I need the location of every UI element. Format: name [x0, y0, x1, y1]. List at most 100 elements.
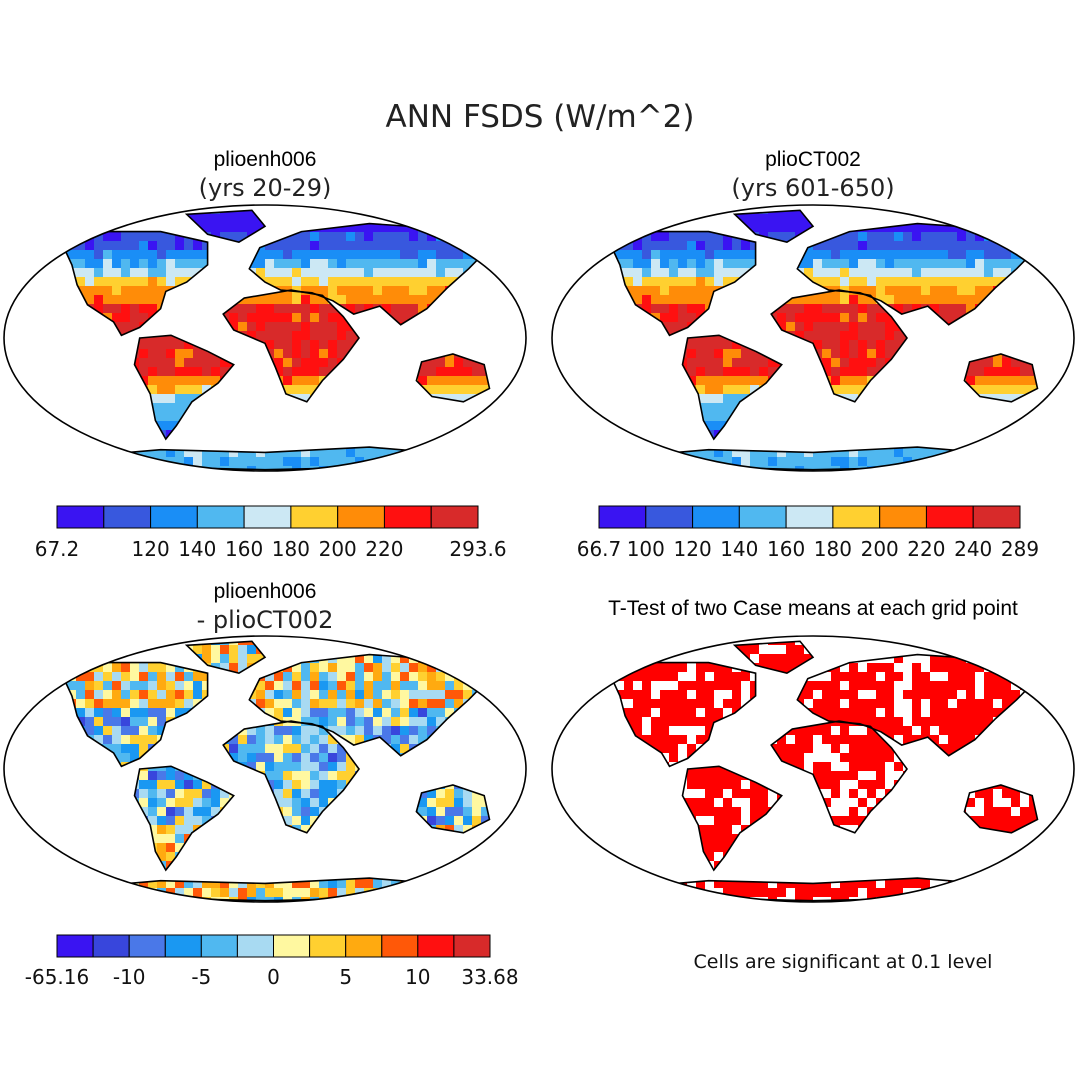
colorbar-label: -10	[113, 965, 146, 989]
colorbar-label: 67.2	[35, 537, 80, 561]
colorbar-label: 293.6	[449, 537, 506, 561]
map-border	[3, 635, 527, 903]
colorbar-swatch	[103, 505, 152, 529]
panel-subtitle: (yrs 601-650)	[731, 174, 894, 202]
coastline-africa	[222, 720, 360, 834]
colorbar-swatch	[453, 934, 491, 958]
colorbar-label: 240	[954, 537, 992, 561]
colorbar: 67.2 120 140 160 180 200 220 293.6	[35, 505, 507, 561]
colorbar: 66.7 100 120 140 160 180 200 220 240 289	[577, 505, 1039, 561]
coastline-greenland	[732, 640, 815, 675]
map-ttest	[552, 636, 1074, 902]
colorbar-swatch	[738, 505, 787, 529]
coastline-greenland	[732, 209, 815, 244]
colorbar-swatch	[196, 505, 245, 529]
colorbar-label: 160	[767, 537, 805, 561]
colorbar-label: 160	[225, 537, 263, 561]
map-border	[3, 204, 527, 472]
map-case2	[552, 205, 1074, 471]
colorbar-swatch	[243, 505, 292, 529]
colorbar-swatch	[164, 934, 202, 958]
colorbar-swatch	[972, 505, 1021, 529]
colorbar-label: 200	[319, 537, 357, 561]
colorbar-label: 100	[627, 537, 665, 561]
colorbar-swatch	[309, 934, 347, 958]
coastline-namerica	[608, 661, 757, 768]
panel-ttest: T-Test of two Case means at each grid po…	[551, 597, 1075, 973]
colorbar-swatch	[345, 934, 383, 958]
coastline-samerica	[681, 334, 783, 441]
panel-title: plioenh006	[214, 148, 317, 171]
colorbar-label: 33.68	[461, 965, 518, 989]
coastline-samerica	[681, 765, 783, 872]
significance-note: Cells are significant at 0.1 level	[694, 951, 993, 973]
colorbar-label: 220	[907, 537, 945, 561]
colorbar-swatch	[417, 934, 455, 958]
colorbar-label: 5	[339, 965, 352, 989]
colorbar-swatch	[56, 505, 105, 529]
coastline-africa	[770, 289, 908, 403]
panel-case1: plioenh006 (yrs 20-29) 67.2 120 140 160 180 200…	[3, 148, 527, 561]
coastline-australia	[963, 353, 1039, 403]
coastline-namerica	[608, 230, 757, 337]
colorbar-label: 10	[405, 965, 430, 989]
coastline-samerica	[133, 334, 235, 441]
colorbar-swatch	[381, 934, 419, 958]
coastline-australia	[415, 784, 491, 834]
colorbar-label: 140	[178, 537, 216, 561]
colorbar-swatch	[150, 505, 198, 529]
coastline-africa	[222, 289, 360, 403]
colorbar-swatch	[128, 934, 166, 958]
colorbar-swatch	[92, 934, 130, 958]
colorbar-label: 140	[720, 537, 758, 561]
coastline-namerica	[60, 230, 209, 337]
colorbar-label: -5	[191, 965, 211, 989]
panel-subtitle: - plioCT002	[197, 606, 334, 634]
colorbar-swatch	[383, 505, 432, 529]
colorbar-swatch	[645, 505, 694, 529]
colorbar-swatch	[430, 505, 479, 529]
panel-title: plioenh006	[214, 580, 317, 603]
coastline-australia	[963, 784, 1039, 834]
colorbar-label: -65.16	[25, 965, 89, 989]
colorbar-label: 120	[132, 537, 170, 561]
coastline-australia	[415, 353, 491, 403]
figure-title: ANN FSDS (W/m^2)	[386, 99, 695, 135]
colorbar-label: 220	[365, 537, 403, 561]
colorbar-swatch	[56, 934, 94, 958]
colorbar-label: 200	[861, 537, 899, 561]
coastline-africa	[770, 720, 908, 834]
colorbar-swatch	[832, 505, 881, 529]
map-case1	[4, 205, 526, 471]
colorbar-label: 120	[674, 537, 712, 561]
coastline-namerica	[60, 661, 209, 768]
colorbar-swatch	[925, 505, 974, 529]
colorbar-label: 66.7	[577, 537, 622, 561]
colorbar-label: 0	[267, 965, 280, 989]
coastline-greenland	[184, 640, 267, 675]
panel-title: T-Test of two Case means at each grid po…	[608, 597, 1018, 620]
colorbar-swatch	[273, 934, 311, 958]
colorbar-swatch	[290, 505, 339, 529]
coastline-samerica	[133, 765, 235, 872]
colorbar-swatch	[785, 505, 834, 529]
panel-diff: plioenh006 - plioCT002 -65.16 -10 -5 0 5 10 33.6…	[3, 580, 527, 989]
panel-subtitle: (yrs 20-29)	[199, 174, 332, 202]
panel-case2: plioCT002 (yrs 601-650) 66.7 100 120 140 160 18…	[551, 148, 1075, 561]
map-border	[551, 204, 1075, 472]
colorbar-label: 180	[814, 537, 852, 561]
coastline-greenland	[184, 209, 267, 244]
panel-title: plioCT002	[765, 148, 861, 171]
colorbar: -65.16 -10 -5 0 5 10 33.68	[25, 934, 519, 989]
colorbar-swatch	[598, 505, 647, 529]
colorbar-label: 180	[272, 537, 310, 561]
colorbar-swatch	[879, 505, 928, 529]
colorbar-swatch	[200, 934, 238, 958]
colorbar-label: 289	[1001, 537, 1039, 561]
colorbar-swatch	[337, 505, 386, 529]
colorbar-swatch	[692, 505, 740, 529]
map-diff	[4, 636, 526, 902]
colorbar-swatch	[236, 934, 274, 958]
map-border	[551, 635, 1075, 903]
